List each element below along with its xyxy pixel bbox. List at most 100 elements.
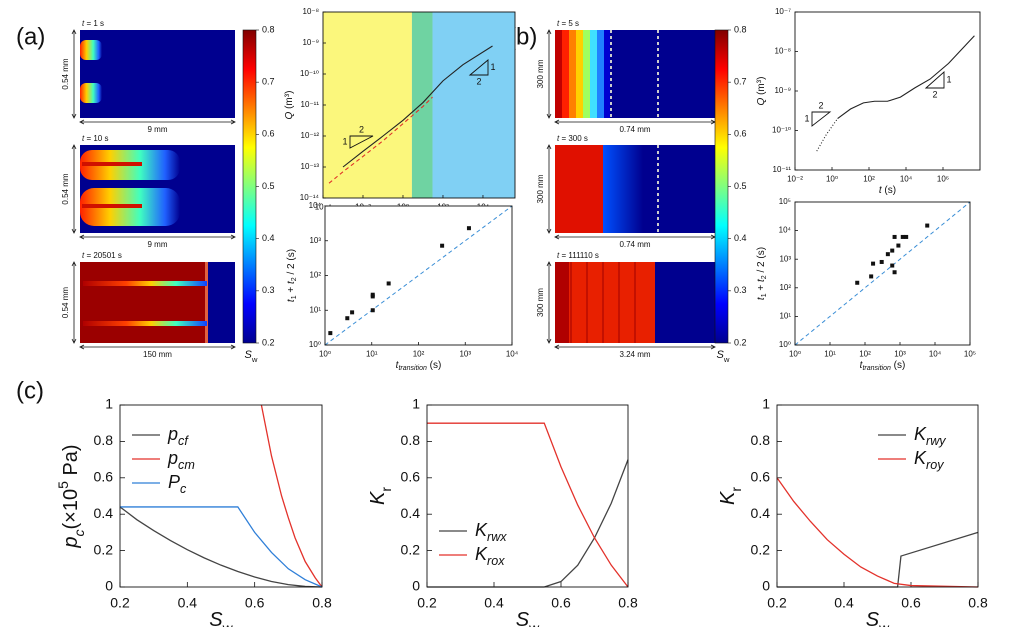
label-part: cm [178,458,195,472]
label-part: transition [398,365,427,372]
label-part: w [723,355,730,364]
heatmap-stripe [562,30,569,118]
slope-label: 2 [932,89,937,99]
label-part: / 2 (s) [286,249,297,277]
plot-frame [426,404,629,588]
x-tick-label: 0.4 [484,595,504,611]
data-point [386,281,391,286]
y-tick-label: 0.4 [401,505,421,521]
x-tick-label: 0.8 [618,595,638,611]
heatmap-stripe [604,30,610,118]
y-tick-label: 1 [762,396,770,412]
x-tick-label: 10⁴ [929,350,942,359]
slope-label: 1 [946,74,951,84]
y-tick-label: 0.2 [94,541,114,557]
slope-label: 2 [476,76,481,86]
legend-label: pcm [167,448,195,473]
heatmap-stripe [555,262,569,343]
label-part: t [557,134,560,143]
y-tick-label: 10⁻¹¹ [773,165,792,174]
y-tick-label: 10⁻¹² [301,131,320,140]
slope-label: 1 [342,136,347,146]
label-part: t [879,185,883,196]
colorbar-tick-label: 0.8 [262,24,275,34]
heatmap-time: t = 300 s [557,134,588,143]
label-part: K [475,520,488,540]
y-tick-label: 0.2 [401,541,421,557]
label-part: 2 [761,275,768,279]
label-part: 1 [761,293,768,297]
x-axis-label: Sw [209,609,233,627]
x-tick-label: 0.8 [312,595,332,611]
y-tick-label: 0.4 [751,505,771,521]
x-tick-label: 10⁴ [506,350,519,359]
heatmap-time: t = 5 s [557,19,579,28]
label-part: P [168,472,180,492]
arrow-head [79,234,236,240]
label-part: t [557,19,560,28]
heatmap-front [205,262,208,343]
y-tick-label: 10⁻⁸ [303,7,320,16]
colorbar-tick-label: 0.6 [734,129,747,139]
heatmap-stripe [583,30,590,118]
colorbar-label: Sw [717,349,730,364]
label-part: Q [284,111,295,119]
label-part: (m³) [284,91,295,112]
heatmap-stripe [569,30,576,118]
y-tick-label: 10³ [309,236,321,245]
plot-frame [794,201,971,346]
label-part: (m³) [756,77,767,98]
y-tick-label: 10² [779,283,791,292]
y-tick-label: 10⁻⁹ [302,38,319,47]
arrow-head [71,261,77,344]
x-tick-label: 10⁴ [900,175,913,184]
label-part: w [222,620,234,627]
arrow-head [79,119,236,125]
label-part: transition [862,365,891,372]
heatmap-height: 300 mm [536,174,545,203]
label-part: w [251,355,258,364]
data-line [776,477,979,588]
heatmap-stripe [597,30,604,118]
heatmap [80,262,205,343]
shaded-region [432,12,515,198]
colorbar-tick-label: 0.7 [734,77,747,87]
x-tick-label: 10⁻² [787,175,803,184]
label-part: rwx [487,530,507,544]
y-tick-label: 10⁻⁸ [775,47,792,56]
x-axis-label: Sw [866,609,890,627]
label-part: S [516,609,530,627]
heatmap-images [80,30,715,343]
data-line [427,422,629,588]
data-point [892,234,897,239]
heatmap-time: t = 1 s [82,19,104,28]
data-point [328,331,333,336]
x-tick-label: 10³ [459,350,471,359]
y-tick-label: 0.6 [94,469,114,485]
label-part: cf [178,434,189,448]
slope-label: 1 [490,62,495,72]
x-axis-label: t (s) [879,185,896,196]
y-axis-label: t1 + t2 / 2 (s) [756,247,769,300]
x-tick-label: 10² [863,175,875,184]
label-part: K [717,490,739,505]
label-part: S [209,609,223,627]
y-tick-label: 10⁴ [779,226,792,235]
x-tick-label: 0.6 [901,595,921,611]
y-tick-label: 0 [412,578,420,594]
label-part: rwy [926,434,946,448]
data-point [440,243,445,248]
label-part: t [756,296,767,300]
data-line [120,506,323,588]
label-part: S [866,609,880,627]
data-point [892,270,897,275]
label-part: (s) [427,360,441,371]
label-part: p [60,536,82,548]
label-part: = 300 s [559,134,588,143]
slope-triangle [468,59,489,76]
y-tick-label: 10⁻¹⁰ [300,69,319,78]
heatmap [208,262,235,343]
label-part: = 10 s [84,134,108,143]
label-part: c [71,529,87,536]
